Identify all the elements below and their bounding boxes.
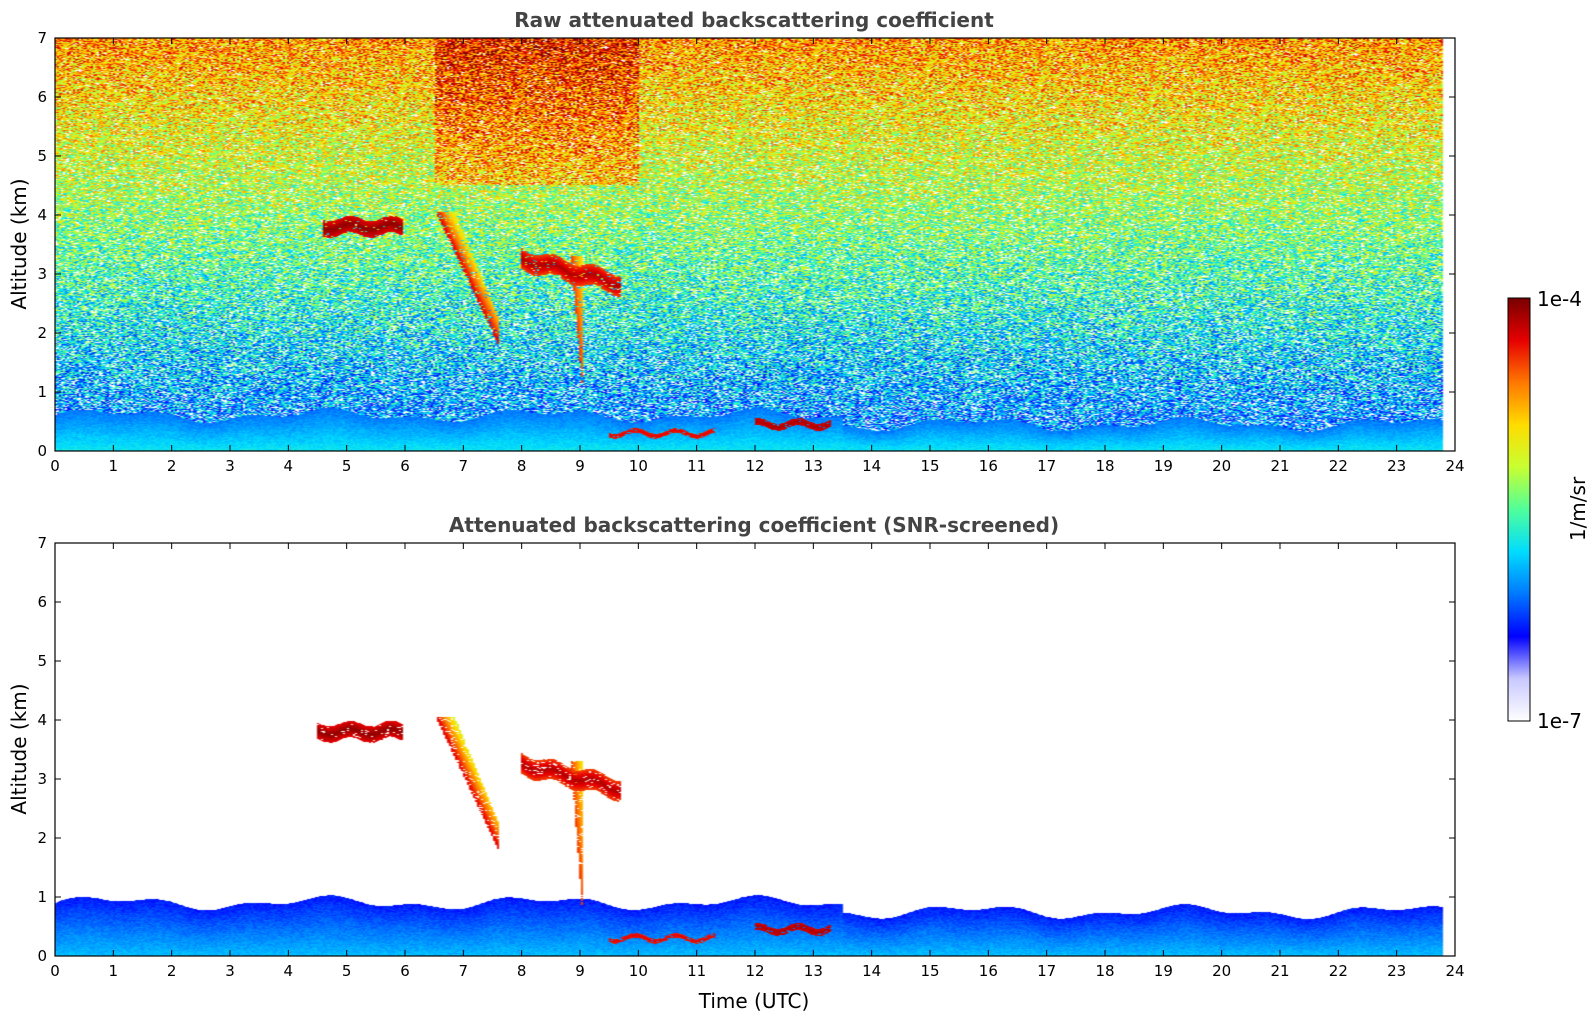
y-tick-label: 0: [37, 442, 47, 460]
x-tick-label: 5: [342, 457, 352, 475]
panel-screened-ylabel: Altitude (km): [7, 683, 31, 814]
x-tick-label: 9: [575, 962, 585, 980]
x-tick-label: 4: [284, 962, 294, 980]
x-tick-label: 2: [167, 962, 177, 980]
x-tick-label: 3: [225, 457, 235, 475]
panel-screened-axes: 0 1 2 3 4 5 6 7 8 9 10 11 12 13 14 15 16 17 18 19 20 21 22 23 24…: [37, 534, 1464, 980]
x-tick-label: 0: [50, 962, 60, 980]
panel-screened-heatmap: [55, 543, 1455, 956]
colorbar-top-label: 1e-4: [1537, 287, 1582, 311]
x-tick-label: 16: [979, 457, 998, 475]
y-tick-label: 7: [37, 534, 47, 552]
y-tick-label: 6: [37, 593, 47, 611]
x-tick-label: 17: [1037, 962, 1056, 980]
x-tick-label: 12: [745, 457, 764, 475]
panel-raw-axes: 0 1 2 3 4 5 6 7 8 9 10 11 12 13 14 15 16 17 18 19 20 21 22 23 24…: [37, 29, 1464, 475]
y-tick-label: 5: [37, 147, 47, 165]
x-tick-label: 15: [920, 962, 939, 980]
x-tick-label: 3: [225, 962, 235, 980]
x-tick-label: 13: [804, 962, 823, 980]
y-tick-label: 0: [37, 947, 47, 965]
x-tick-label: 4: [284, 457, 294, 475]
colorbar-frame: [1507, 297, 1531, 722]
x-tick-label: 23: [1387, 962, 1406, 980]
y-tick-label: 3: [37, 770, 47, 788]
y-tick-label: 7: [37, 29, 47, 47]
y-tick-label: 1: [37, 888, 47, 906]
colorbar: 1e-4 1e-7 1/m/sr: [1507, 287, 1590, 733]
x-tick-label: 0: [50, 457, 60, 475]
x-tick-label: 7: [459, 457, 469, 475]
panel-raw-title: Raw attenuated backscattering coefficien…: [514, 8, 994, 32]
x-tick-label: 9: [575, 457, 585, 475]
y-tick-label: 2: [37, 829, 47, 847]
panel-raw-ylabel: Altitude (km): [7, 178, 31, 309]
y-tick-label: 4: [37, 206, 47, 224]
y-tick-label: 2: [37, 324, 47, 342]
x-tick-label: 2: [167, 457, 177, 475]
x-tick-label: 14: [862, 457, 881, 475]
x-tick-label: 22: [1329, 457, 1348, 475]
x-tick-label: 19: [1154, 457, 1173, 475]
x-tick-label: 21: [1270, 962, 1289, 980]
x-tick-label: 8: [517, 962, 527, 980]
x-tick-label: 13: [804, 457, 823, 475]
x-tick-label: 15: [920, 457, 939, 475]
x-tick-label: 7: [459, 962, 469, 980]
x-tick-label: 18: [1095, 457, 1114, 475]
x-tick-label: 20: [1212, 962, 1231, 980]
x-tick-label: 6: [400, 962, 410, 980]
y-tick-label: 5: [37, 652, 47, 670]
x-tick-label: 12: [745, 962, 764, 980]
panel-raw: Raw attenuated backscattering coefficien…: [7, 8, 1465, 475]
x-tick-label: 24: [1445, 457, 1464, 475]
x-tick-label: 1: [109, 962, 119, 980]
x-tick-label: 20: [1212, 457, 1231, 475]
x-tick-label: 18: [1095, 962, 1114, 980]
colorbar-bottom-label: 1e-7: [1537, 709, 1582, 733]
x-tick-label: 23: [1387, 457, 1406, 475]
panel-raw-heatmap: [55, 38, 1455, 451]
y-tick-label: 4: [37, 711, 47, 729]
y-tick-label: 6: [37, 88, 47, 106]
panel-screened-xlabel: Time (UTC): [698, 989, 810, 1013]
x-tick-label: 5: [342, 962, 352, 980]
panel-screened-title: Attenuated backscattering coefficient (S…: [449, 513, 1059, 537]
x-tick-label: 11: [687, 962, 706, 980]
x-tick-label: 10: [629, 962, 648, 980]
y-tick-label: 1: [37, 383, 47, 401]
x-tick-label: 11: [687, 457, 706, 475]
x-tick-label: 19: [1154, 962, 1173, 980]
x-tick-label: 22: [1329, 962, 1348, 980]
colorbar-gradient: [1508, 298, 1530, 721]
x-tick-label: 1: [109, 457, 119, 475]
panel-screened: Attenuated backscattering coefficient (S…: [7, 513, 1465, 1013]
x-tick-label: 24: [1445, 962, 1464, 980]
y-tick-label: 3: [37, 265, 47, 283]
x-tick-label: 21: [1270, 457, 1289, 475]
x-tick-label: 16: [979, 962, 998, 980]
x-tick-label: 8: [517, 457, 527, 475]
x-tick-label: 10: [629, 457, 648, 475]
x-tick-label: 6: [400, 457, 410, 475]
colorbar-unit-label: 1/m/sr: [1566, 476, 1590, 541]
x-tick-label: 17: [1037, 457, 1056, 475]
x-tick-label: 14: [862, 962, 881, 980]
